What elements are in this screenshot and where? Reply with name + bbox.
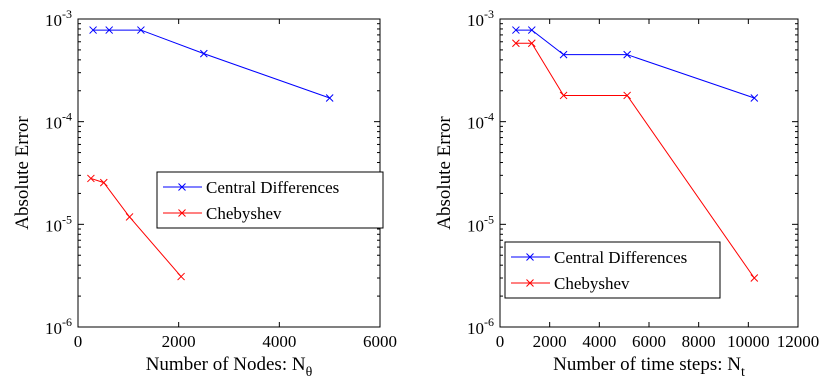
y-tick-label: 10-6 (467, 315, 494, 338)
y-axis-label: Absolute Error (12, 116, 33, 230)
y-tick-label: 10-6 (45, 315, 72, 338)
series-line (90, 177, 182, 277)
legend-box (504, 241, 721, 299)
data-point (559, 91, 568, 100)
x-axis-label: Number of time steps: Nt (553, 354, 745, 380)
data-point (512, 39, 520, 48)
y-tick-label: 10-5 (45, 212, 72, 235)
data-point (125, 213, 134, 221)
y-tick-label: 10-4 (467, 110, 494, 133)
data-point (526, 279, 534, 287)
data-point (137, 26, 145, 34)
data-point (527, 26, 536, 34)
data-point (512, 26, 520, 34)
legend-label: Chebyshev (206, 204, 282, 223)
legend-box (156, 171, 384, 229)
x-tick-label: 0 (74, 332, 83, 351)
x-tick-label: 4000 (262, 332, 296, 351)
data-point (526, 253, 534, 261)
data-point (177, 272, 185, 281)
chart-1: 0 2000 4000 6000 10-6 10-5 10-4 10-3 Number of N… (12, 7, 397, 380)
legend-label: Central Differences (206, 178, 339, 197)
data-point (325, 94, 334, 102)
x-tick-label: 6000 (632, 332, 666, 351)
series-2 (512, 39, 759, 282)
y-tick-label: 10-4 (45, 110, 72, 133)
y-axis-label: Absolute Error (434, 116, 455, 230)
legend: Central Differences Chebyshev (504, 241, 721, 299)
data-point (89, 26, 97, 34)
data-point (105, 26, 114, 34)
data-point (99, 178, 108, 187)
x-tick-label: 2000 (162, 332, 196, 351)
data-point (87, 174, 95, 183)
x-tick-label: 4000 (582, 332, 616, 351)
data-point (527, 39, 536, 48)
x-tick-label: 8000 (682, 332, 716, 351)
x-tick-label: 10000 (727, 332, 770, 351)
data-point (750, 94, 759, 102)
y-tick-label: 10-5 (467, 212, 494, 235)
series-1 (512, 26, 759, 102)
x-axis-label: Number of Nodes: Nθ (146, 354, 313, 380)
legend-label: Chebyshev (554, 274, 630, 293)
data-point (750, 274, 759, 282)
x-tick-label: 0 (496, 332, 505, 351)
x-tick-label: 12000 (777, 332, 820, 351)
data-point (623, 50, 632, 59)
data-point (178, 183, 186, 191)
legend: Central Differences Chebyshev (156, 171, 384, 229)
x-tick-label: 2000 (533, 332, 567, 351)
x-tick-label: 6000 (363, 332, 397, 351)
series-2 (87, 174, 185, 281)
data-point (199, 49, 208, 58)
y-tick-label: 10-3 (467, 7, 494, 30)
legend-label: Central Differences (554, 248, 687, 267)
y-tick-label: 10-3 (45, 7, 72, 30)
data-point (623, 91, 632, 100)
data-point (178, 209, 186, 217)
series-1 (89, 26, 334, 102)
data-point (559, 50, 568, 59)
chart-2: 0 2000 4000 6000 8000 10000 12000 10-6 10-5 10-4 1… (434, 7, 819, 380)
